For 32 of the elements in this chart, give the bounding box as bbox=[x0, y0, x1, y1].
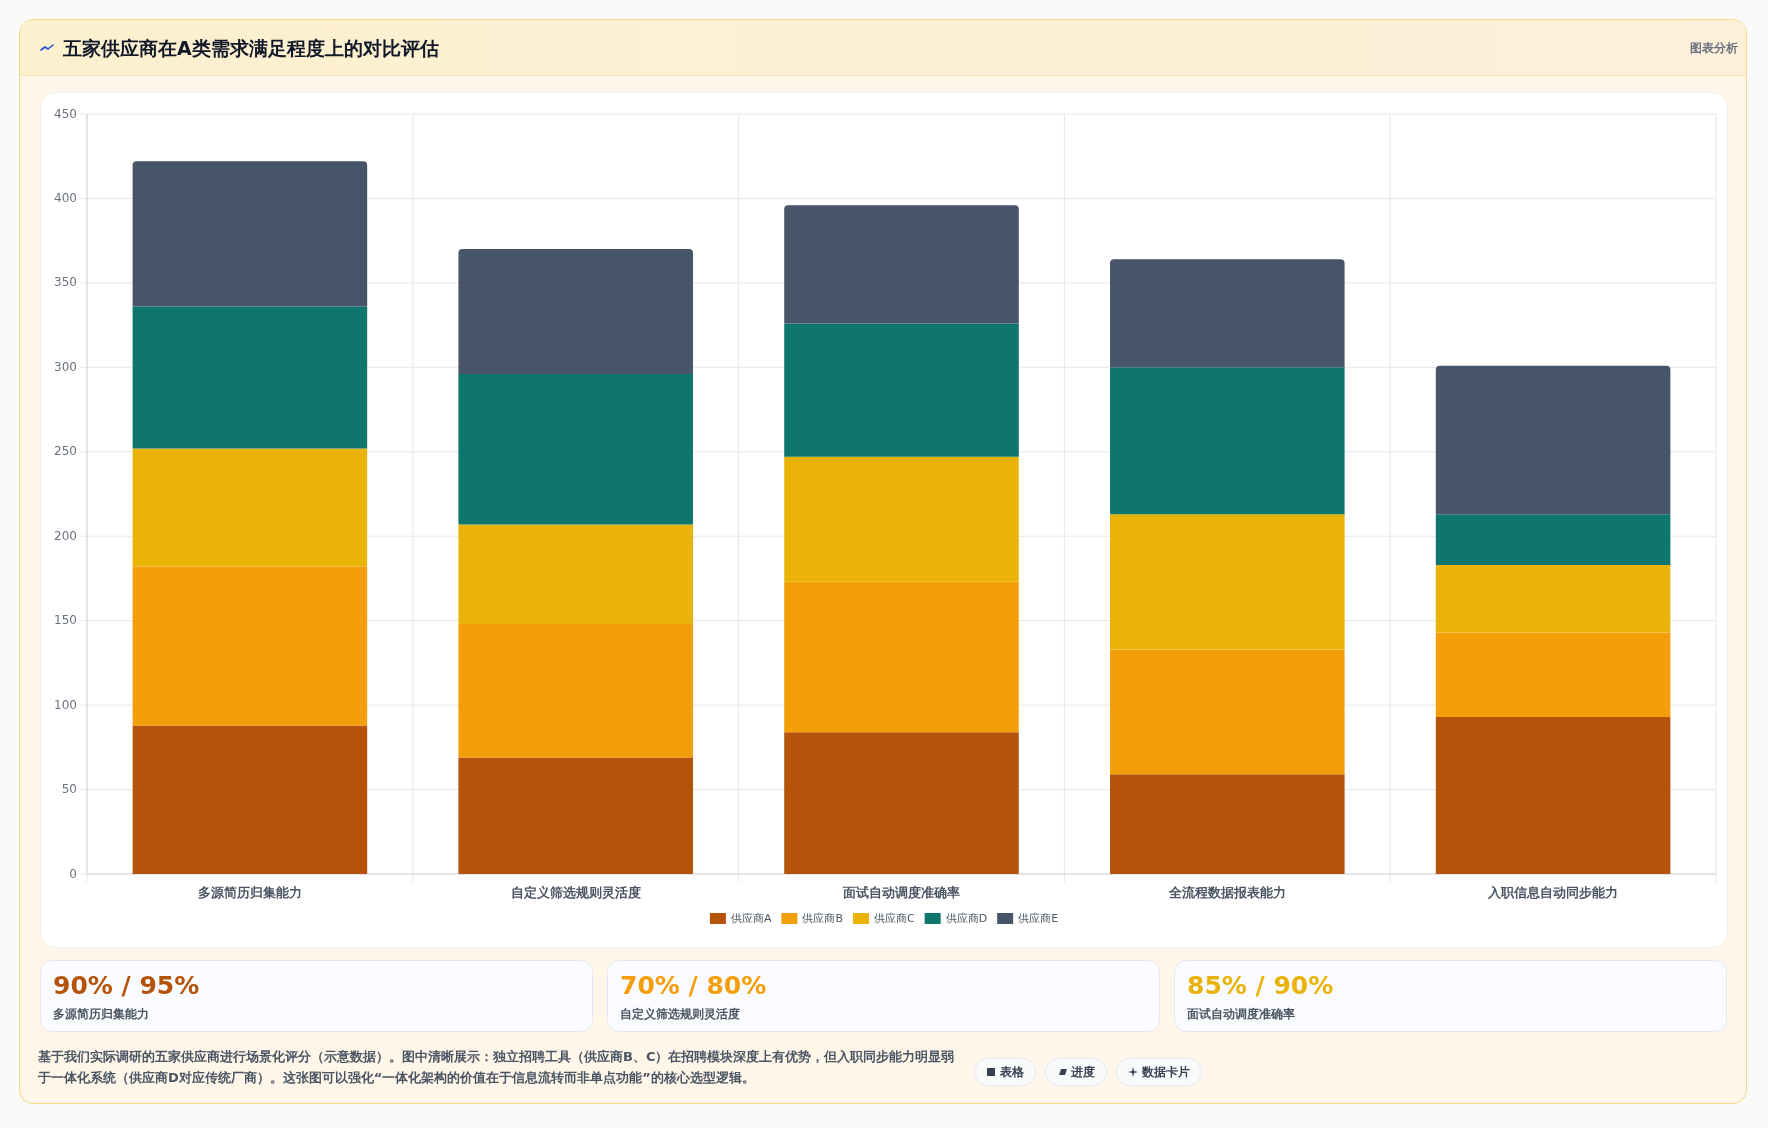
y-tick-label: 250 bbox=[54, 444, 77, 459]
title: 五家供应商在A类需求满足程度上的对比评估 bbox=[63, 36, 439, 61]
annotation: 85% / 90% bbox=[1187, 971, 1334, 1001]
annotation: 数据卡片 bbox=[1142, 1063, 1190, 1081]
x-tick-label: 多源简历归集能力 bbox=[197, 884, 302, 900]
annotation: 90% / 95% bbox=[53, 971, 200, 1001]
annotation: 面试自动调度准确率 bbox=[1187, 1006, 1295, 1022]
x-tick-label: 面试自动调度准确率 bbox=[843, 884, 960, 900]
y-tick-label: 150 bbox=[54, 613, 77, 628]
y-tick-label: 300 bbox=[54, 359, 77, 374]
annotation: 图表分析 bbox=[1690, 40, 1738, 57]
x-tick-label: 入职信息自动同步能力 bbox=[1488, 884, 1619, 900]
y-tick-label: 0 bbox=[69, 866, 77, 881]
annotation: 70% / 80% bbox=[620, 971, 767, 1001]
annotation: 基于我们实际调研的五家供应商进行场景化评分（示意数据）。图中清晰展示：独立招聘工具（供应商B、C）在招聘模块深度上有优势，但入职同步能力明显弱于一体化系统（供应商D对应传统厂商）。这张图可以强化“一体化架构的价值在于信息流转而非单点功能”的核心选型逻辑。 bbox=[38, 1048, 956, 1087]
y-tick-label: 450 bbox=[54, 106, 77, 121]
legend-label: 供应商A bbox=[730, 912, 772, 925]
y-tick-label: 50 bbox=[61, 782, 77, 797]
annotation: 表格 bbox=[1000, 1063, 1024, 1081]
y-tick-label: 200 bbox=[54, 528, 77, 543]
annotation: 自定义筛选规则灵活度 bbox=[620, 1006, 740, 1022]
annotation: 多源简历归集能力 bbox=[53, 1006, 149, 1022]
legend-label: 供应商E bbox=[1018, 912, 1059, 925]
legend-label: 供应商D bbox=[945, 912, 988, 925]
y-tick-label: 100 bbox=[54, 697, 77, 712]
legend-label: 供应商B bbox=[802, 912, 843, 925]
x-tick-label: 自定义筛选规则灵活度 bbox=[510, 884, 641, 900]
y-tick-label: 350 bbox=[54, 275, 77, 290]
annotation: 进度 bbox=[1071, 1063, 1095, 1081]
x-tick-label: 全流程数据报表能力 bbox=[1168, 884, 1286, 900]
legend-label: 供应商C bbox=[873, 912, 915, 925]
y-tick-label: 400 bbox=[54, 190, 77, 205]
